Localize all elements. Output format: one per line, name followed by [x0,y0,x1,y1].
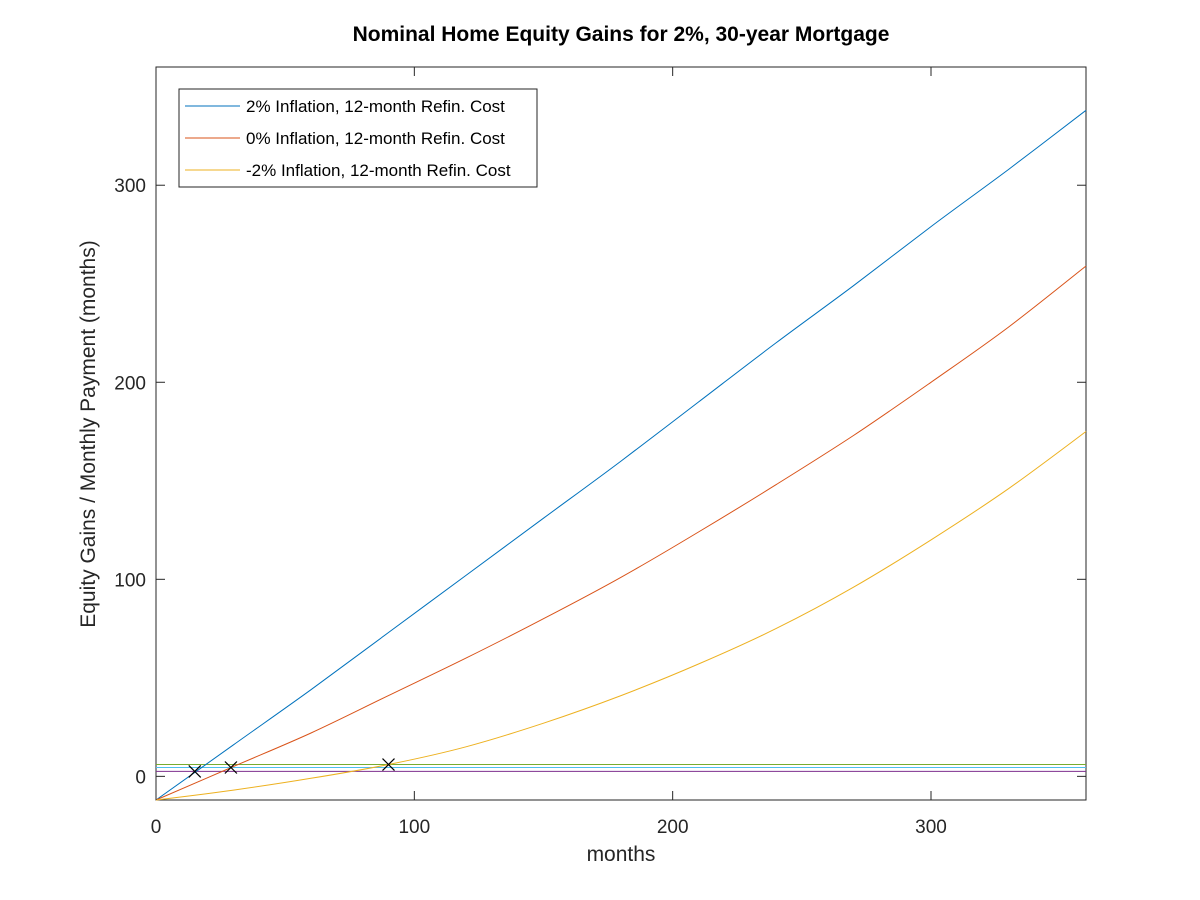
legend-label-0: 2% Inflation, 12-month Refin. Cost [246,97,505,116]
legend: 2% Inflation, 12-month Refin. Cost 0% Inf… [178,88,538,188]
series-line-2 [155,431,1087,801]
marker-x-0 [188,765,202,778]
series-lines [155,109,1087,801]
y-axis-label: Equity Gains / Monthly Payment (months) [77,240,100,628]
axis-ticks: 0 100 200 300 0 100 200 300 [114,67,1086,838]
plot-area [155,66,1087,801]
marker-x-2 [382,758,395,771]
y-tick-label: 200 [114,373,146,394]
chart-title: Nominal Home Equity Gains for 2%, 30-yea… [353,23,890,46]
legend-label-1: 0% Inflation, 12-month Refin. Cost [246,129,505,148]
series-line-1 [155,265,1087,801]
marker-x-1 [224,761,238,774]
x-tick-label: 0 [151,817,162,838]
x-axis-label: months [587,843,656,866]
legend-label-2: -2% Inflation, 12-month Refin. Cost [246,161,511,180]
crossover-markers [188,758,395,778]
series-line-0 [155,109,1087,801]
y-tick-label: 300 [114,176,146,197]
x-tick-label: 200 [657,817,689,838]
y-tick-label: 0 [135,767,146,788]
x-tick-label: 300 [915,817,947,838]
y-tick-label: 100 [114,570,146,591]
reference-lines [156,764,1086,772]
x-tick-label: 100 [398,817,430,838]
